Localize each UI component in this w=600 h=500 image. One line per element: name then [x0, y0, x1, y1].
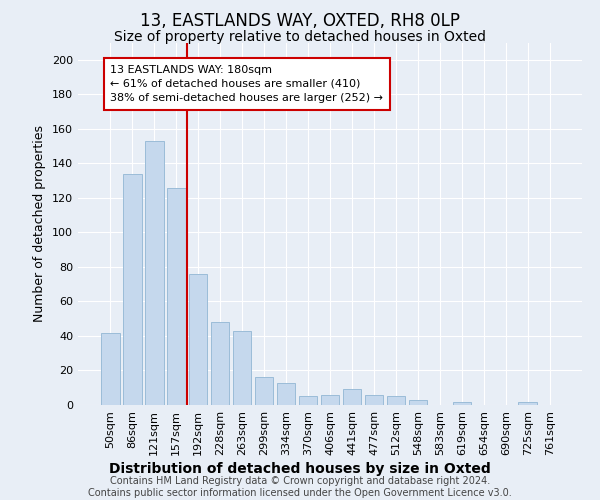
Bar [233, 331, 251, 405]
Text: Size of property relative to detached houses in Oxted: Size of property relative to detached ho… [114, 30, 486, 44]
Text: Contains HM Land Registry data © Crown copyright and database right 2024.
Contai: Contains HM Land Registry data © Crown c… [88, 476, 512, 498]
Bar [123, 174, 142, 405]
Text: 13, EASTLANDS WAY, OXTED, RH8 0LP: 13, EASTLANDS WAY, OXTED, RH8 0LP [140, 12, 460, 30]
Bar [452, 402, 471, 405]
Text: Distribution of detached houses by size in Oxted: Distribution of detached houses by size … [109, 462, 491, 476]
Bar [343, 390, 361, 405]
Bar [189, 274, 208, 405]
Bar [299, 396, 317, 405]
Bar [409, 400, 427, 405]
Bar [255, 378, 274, 405]
Bar [211, 322, 229, 405]
Bar [320, 394, 340, 405]
Bar [365, 394, 383, 405]
Bar [277, 382, 295, 405]
Bar [518, 402, 537, 405]
Bar [145, 141, 164, 405]
Bar [167, 188, 185, 405]
Text: 13 EASTLANDS WAY: 180sqm
← 61% of detached houses are smaller (410)
38% of semi-: 13 EASTLANDS WAY: 180sqm ← 61% of detach… [110, 65, 383, 103]
Bar [386, 396, 405, 405]
Bar [101, 332, 119, 405]
Y-axis label: Number of detached properties: Number of detached properties [34, 125, 46, 322]
